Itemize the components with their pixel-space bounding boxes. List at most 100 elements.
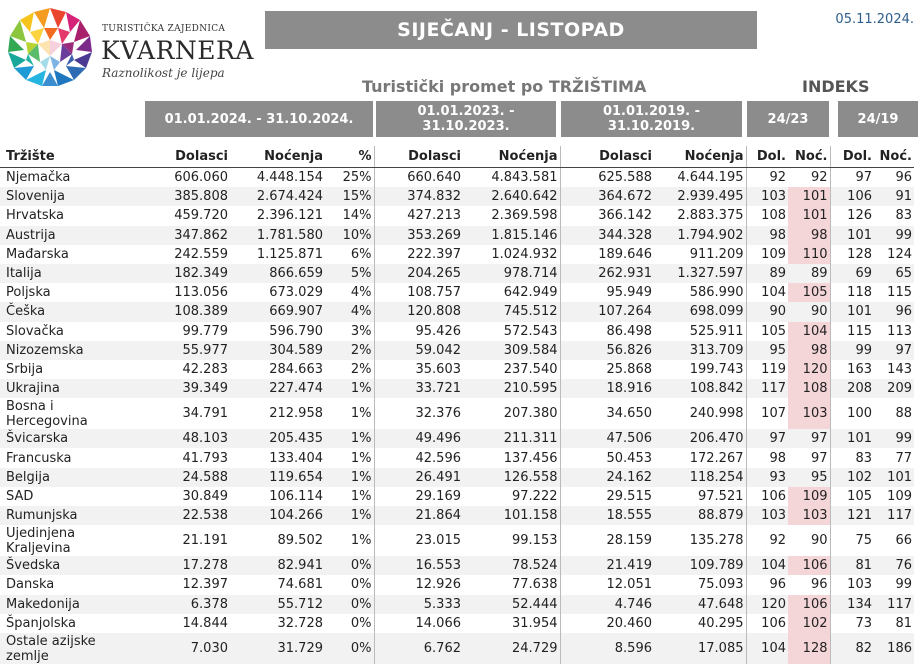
col-header-idx-dol-2419: Dol. (830, 146, 874, 168)
cell-idx-dol-2419: 101 (830, 302, 874, 322)
cell-arrivals-2024: 99.779 (182, 323, 229, 339)
cell-arrivals-2023: 108.757 (407, 285, 461, 301)
table-row: Makedonija 6.378 55.712 0% 5.333 52.444 4.746 4… (0, 594, 914, 614)
cell-nights-2024: 284.663 (269, 361, 323, 377)
cell-nights-2024: 74.681 (277, 577, 324, 593)
cell-share: 0% (325, 613, 375, 633)
table-row: Češka 108.389 669.907 4% 120.808 745.512 107.2… (0, 302, 914, 322)
cell-arrivals-2023: 660.640 (407, 170, 461, 186)
period-2023-header: 01.01.2023. - 31.10.2023. (376, 101, 556, 137)
cell-idx-dol-2419: 75 (855, 533, 872, 549)
cell-idx-dol-2423: 104 (746, 556, 788, 576)
cell-idx-dol-2419: 163 (847, 361, 872, 377)
col-header-nights-2024: Noćenja (230, 146, 325, 168)
col-header-nights-2019: Noćenja (654, 146, 747, 168)
cell-idx-dol-2419: 128 (847, 246, 872, 262)
cell-arrivals-2024: 606.060 (174, 170, 228, 186)
cell-arrivals-2024: 39.349 (105, 379, 230, 399)
cell-arrivals-2024: 113.056 (174, 285, 228, 301)
cell-nights-2024: 205.435 (230, 429, 325, 449)
cell-nights-2019: 75.093 (654, 575, 747, 595)
cell-arrivals-2019: 625.588 (598, 170, 652, 186)
cell-idx-dol-2419: 73 (855, 615, 872, 631)
cell-idx-noc-2423: 109 (788, 486, 831, 506)
cell-share: 4% (325, 283, 375, 303)
cell-market: Slovenija (0, 187, 105, 207)
cell-nights-2019: 698.099 (654, 302, 747, 322)
cell-arrivals-2024: 42.283 (182, 361, 229, 377)
cell-nights-2023: 101.158 (463, 506, 561, 526)
cell-nights-2023: 211.311 (463, 429, 561, 449)
table-row: Hrvatska 459.720 2.396.121 14% 427.213 2.369.… (0, 206, 914, 226)
cell-nights-2024: 133.404 (269, 450, 323, 466)
cell-idx-noc-2419: 209 (874, 379, 914, 399)
cell-share: 0% (325, 632, 375, 664)
cell-market: Češka (0, 302, 105, 322)
cell-idx-dol-2419: 118 (847, 285, 872, 301)
cell-idx-noc-2419: 97 (874, 340, 914, 360)
cell-nights-2019: 1.794.902 (654, 225, 747, 245)
cell-arrivals-2023: 29.169 (415, 488, 462, 504)
cell-arrivals-2024: 34.791 (182, 406, 229, 422)
cell-idx-noc-2419: 99 (895, 577, 912, 593)
cell-idx-dol-2423: 106 (761, 615, 786, 631)
cell-arrivals-2024: 6.378 (105, 594, 230, 614)
cell-arrivals-2024: 21.191 (182, 533, 229, 549)
cell-nights-2023: 77.638 (463, 575, 561, 595)
cell-arrivals-2023: 374.832 (374, 187, 463, 207)
cell-nights-2019: 109.789 (654, 556, 747, 576)
cell-nights-2023: 4.843.581 (463, 167, 561, 188)
cell-nights-2024: 596.790 (269, 323, 323, 339)
cell-idx-noc-2423: 106 (788, 556, 831, 576)
cell-arrivals-2019: 29.515 (606, 488, 653, 504)
cell-idx-dol-2423: 93 (746, 467, 788, 487)
cell-nights-2019: 586.990 (654, 283, 747, 303)
cell-arrivals-2019: 21.419 (560, 556, 654, 576)
cell-share: 5% (325, 263, 375, 284)
col-header-arrivals-2019: Dolasci (560, 146, 654, 168)
cell-market: Makedonija (0, 594, 105, 614)
col-header-idx-dol-2423: Dol. (746, 146, 788, 168)
cell-nights-2024: 669.907 (230, 302, 325, 322)
markets-table: Tržište Dolasci Noćenja % Dolasci Noćenj… (0, 146, 914, 664)
cell-nights-2023: 97.222 (463, 486, 561, 506)
col-header-arrivals-2024: Dolasci (105, 146, 230, 168)
cell-nights-2019: 17.085 (654, 632, 747, 664)
table-row: Mađarska 242.559 1.125.871 6% 222.397 1.024.9… (0, 244, 914, 264)
cell-nights-2019: 240.998 (654, 398, 747, 430)
cell-nights-2024: 4.448.154 (256, 170, 323, 186)
cell-idx-dol-2423: 90 (746, 302, 788, 322)
cell-idx-noc-2423: 95 (788, 467, 831, 487)
cell-idx-dol-2419: 69 (830, 263, 874, 284)
cell-idx-dol-2419: 100 (847, 406, 872, 422)
table-row: Ostale azijske zemlje 7.030 31.729 0% 6.762 2… (0, 632, 914, 664)
cell-nights-2019: 97.521 (654, 486, 747, 506)
cell-idx-noc-2423: 90 (788, 302, 831, 322)
cell-idx-noc-2419: 83 (895, 208, 912, 224)
cell-idx-noc-2419: 66 (895, 533, 912, 549)
cell-nights-2023: 1.024.932 (463, 244, 561, 264)
cell-arrivals-2024: 459.720 (174, 208, 228, 224)
cell-idx-noc-2423: 105 (788, 283, 831, 303)
cell-market: Švicarska (0, 429, 105, 449)
cell-nights-2024: 1.125.871 (256, 246, 323, 262)
cell-share: 1% (325, 448, 375, 468)
cell-arrivals-2023: 204.265 (374, 263, 463, 284)
cell-arrivals-2024: 182.349 (105, 263, 230, 284)
cell-nights-2019: 911.209 (654, 244, 747, 264)
cell-nights-2019: 1.327.597 (654, 263, 747, 284)
cell-idx-dol-2419: 99 (830, 340, 874, 360)
cell-market: Srbija (6, 361, 44, 377)
cell-arrivals-2019: 18.555 (560, 506, 654, 526)
cell-share: 1% (325, 379, 375, 399)
cell-arrivals-2023: 6.762 (374, 632, 463, 664)
cell-market: Španjolska (6, 615, 76, 631)
cell-arrivals-2019: 8.596 (560, 632, 654, 664)
cell-idx-dol-2423: 117 (746, 379, 788, 399)
cell-market: Belgija (0, 467, 105, 487)
cell-idx-dol-2419: 106 (830, 187, 874, 207)
table-row: Ukrajina 39.349 227.474 1% 33.721 210.595 18.9… (0, 379, 914, 399)
cell-nights-2024: 227.474 (230, 379, 325, 399)
cell-idx-noc-2419: 115 (887, 285, 912, 301)
cell-nights-2019: 4.644.195 (654, 167, 747, 188)
